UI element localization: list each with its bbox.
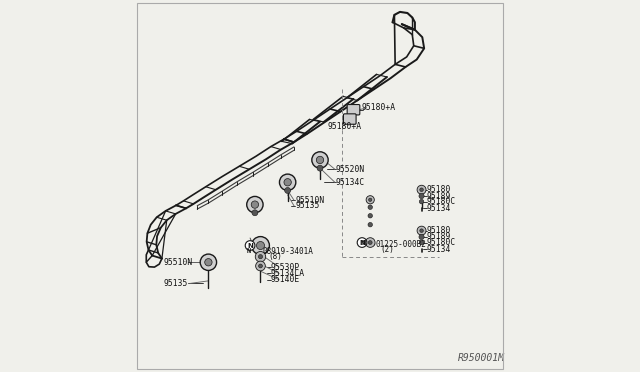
Circle shape: [285, 187, 291, 193]
Circle shape: [417, 185, 426, 194]
Circle shape: [257, 241, 264, 250]
Circle shape: [368, 214, 372, 218]
Text: N: N: [362, 240, 366, 246]
Text: 95140E: 95140E: [271, 275, 300, 284]
Text: 08919-3401A: 08919-3401A: [262, 247, 313, 256]
Text: 95135: 95135: [164, 279, 188, 288]
Circle shape: [246, 196, 263, 213]
Circle shape: [252, 201, 259, 208]
Circle shape: [420, 188, 423, 192]
Circle shape: [419, 199, 424, 204]
Circle shape: [420, 229, 423, 232]
Circle shape: [419, 193, 424, 199]
Text: (2): (2): [381, 246, 394, 254]
Text: N: N: [359, 240, 365, 246]
Circle shape: [200, 254, 216, 270]
Circle shape: [284, 179, 291, 186]
Circle shape: [368, 205, 372, 209]
Text: 95189: 95189: [427, 232, 451, 241]
Circle shape: [252, 237, 269, 254]
Text: 95180+A: 95180+A: [362, 103, 396, 112]
Text: 95180: 95180: [427, 226, 451, 235]
Text: 95530P: 95530P: [271, 263, 300, 272]
Circle shape: [419, 234, 424, 240]
Text: (8): (8): [269, 252, 282, 261]
Circle shape: [280, 174, 296, 190]
Text: 95180: 95180: [427, 185, 451, 194]
Circle shape: [252, 210, 258, 216]
Text: 95180+A: 95180+A: [328, 122, 362, 131]
Text: 95520N: 95520N: [335, 165, 365, 174]
Circle shape: [368, 222, 372, 227]
Text: 95134C: 95134C: [335, 178, 365, 187]
Circle shape: [365, 238, 375, 247]
Text: 95180C: 95180C: [427, 238, 456, 247]
Text: 95189: 95189: [427, 192, 451, 201]
Circle shape: [312, 152, 328, 168]
Circle shape: [259, 254, 262, 259]
Circle shape: [255, 261, 266, 271]
Text: 95510N: 95510N: [295, 196, 324, 205]
Circle shape: [368, 241, 372, 244]
Circle shape: [316, 156, 324, 164]
Text: 01225-000B2: 01225-000B2: [375, 240, 426, 248]
Text: R950001M: R950001M: [458, 353, 504, 363]
FancyBboxPatch shape: [344, 114, 356, 124]
Circle shape: [417, 226, 426, 235]
FancyBboxPatch shape: [347, 105, 360, 115]
Text: N: N: [246, 248, 251, 254]
Circle shape: [259, 264, 262, 268]
Circle shape: [366, 196, 374, 204]
Circle shape: [245, 241, 255, 250]
Circle shape: [419, 240, 424, 245]
Text: 95134CA: 95134CA: [271, 269, 305, 278]
Circle shape: [369, 198, 372, 201]
Circle shape: [357, 238, 367, 247]
Text: N: N: [247, 243, 253, 248]
Circle shape: [317, 165, 323, 171]
Text: 95510N: 95510N: [164, 258, 193, 267]
Text: 95135: 95135: [295, 201, 319, 210]
Text: 95134: 95134: [427, 245, 451, 254]
Circle shape: [255, 251, 266, 262]
Text: 95180C: 95180C: [427, 197, 456, 206]
Text: 95134: 95134: [427, 204, 451, 213]
Circle shape: [205, 259, 212, 266]
